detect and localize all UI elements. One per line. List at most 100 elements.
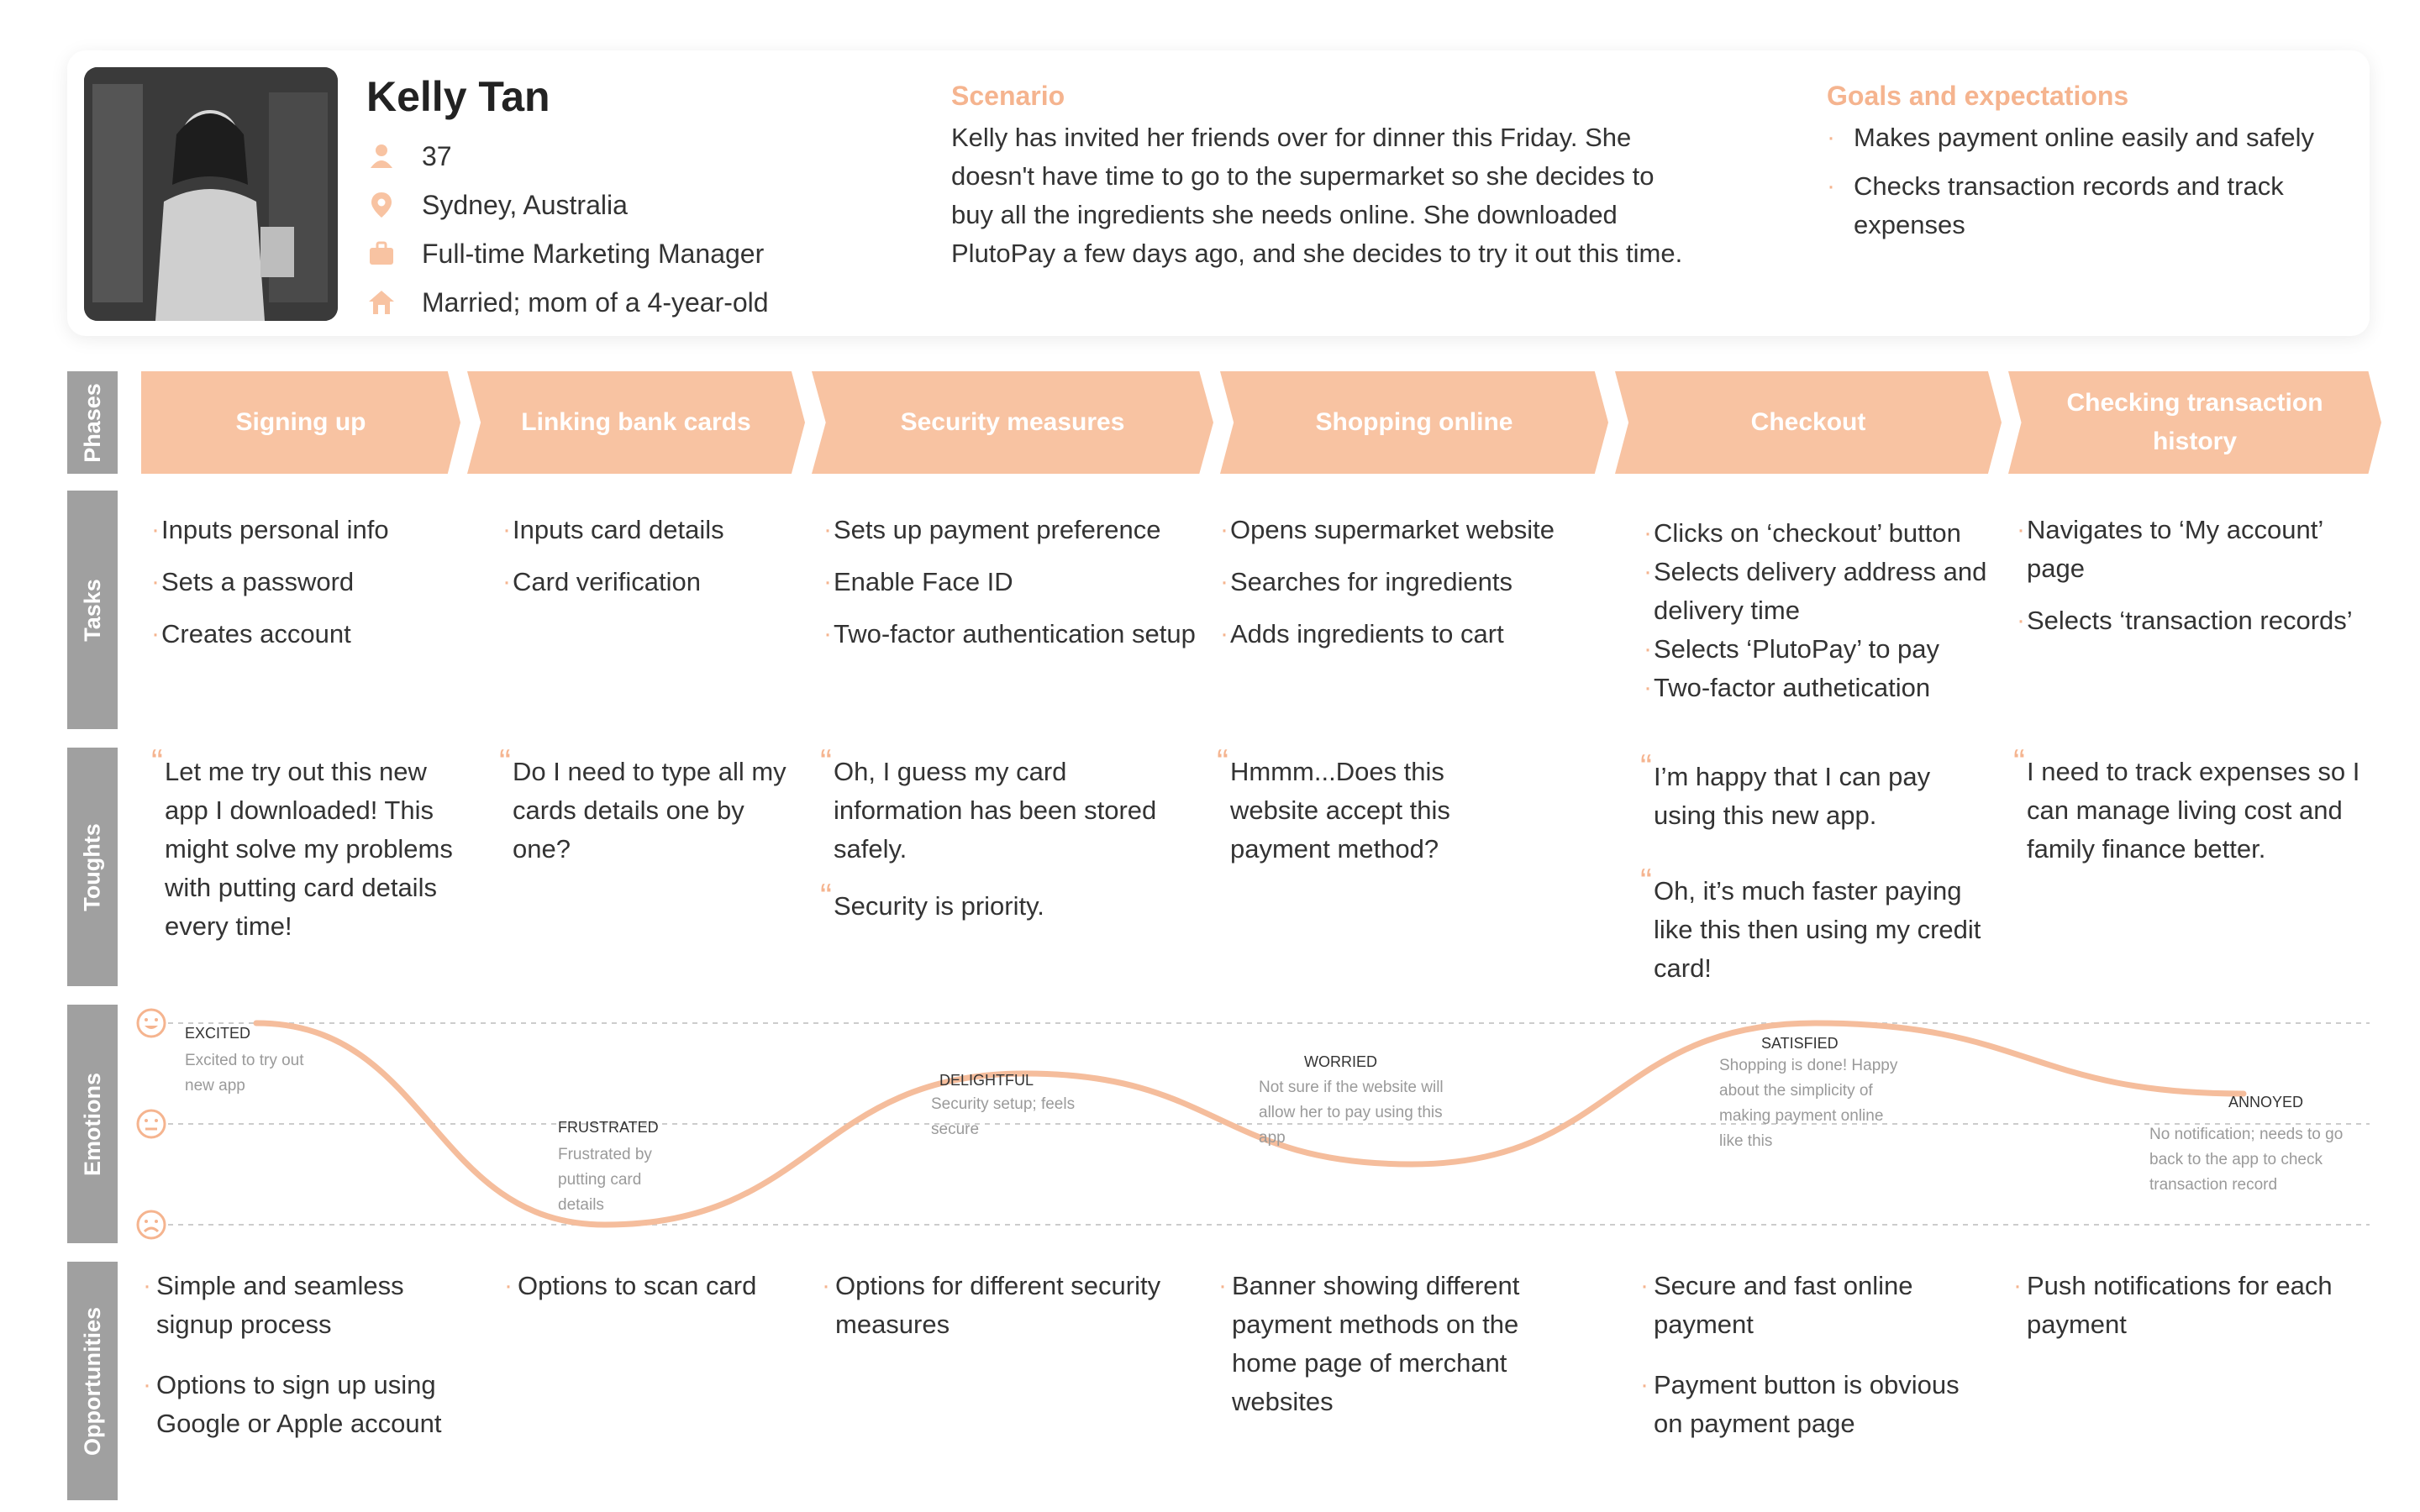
- tasks-checkout: Clicks on ‘checkout’ button Selects deli…: [1644, 514, 1996, 707]
- emotion-label: EXCITED: [185, 1025, 251, 1042]
- persona-family-row: Married; mom of a 4-year-old: [366, 284, 769, 321]
- phase-linking-bank-cards: Linking bank cards: [467, 371, 805, 474]
- persona-name: Kelly Tan: [366, 73, 550, 120]
- goals-list: Makes payment online easily and safely C…: [1827, 118, 2331, 244]
- row-label-opportunities: Opportunities: [67, 1262, 118, 1500]
- goal-item: Checks transaction records and track exp…: [1827, 167, 2331, 244]
- row-label-emotions: Emotions: [67, 1005, 118, 1243]
- opportunities-shopping-online: Banner showing different payment methods…: [1218, 1267, 1571, 1443]
- tasks-signing-up: Inputs personal info Sets a password Cre…: [151, 511, 454, 667]
- phase-checking-transaction-history: Checking transaction history: [2008, 371, 2381, 474]
- opportunity-item: Options to sign up using Google or Apple…: [143, 1366, 479, 1443]
- thought-quote: Let me try out this new app I downloaded…: [151, 743, 474, 946]
- task-item: Clicks on ‘checkout’ button: [1644, 514, 1996, 553]
- opportunity-item: Payment button is obvious on payment pag…: [1640, 1366, 1985, 1443]
- thought-quote: Oh, I guess my card information has been…: [820, 743, 1160, 869]
- emotion-description: Security setup; feels secure: [931, 1095, 1076, 1138]
- task-item: Card verification: [502, 563, 805, 601]
- emotion-curve: [253, 1020, 2247, 1228]
- task-item: Enable Face ID: [823, 563, 1210, 601]
- persona-location-row: Sydney, Australia: [366, 186, 628, 223]
- tasks-linking-bank-cards: Inputs card details Card verification: [502, 511, 805, 615]
- opportunity-item: Options to scan card: [504, 1267, 807, 1305]
- location-pin-icon: [371, 192, 392, 218]
- persona-photo: [84, 67, 338, 321]
- scenario-section: Scenario Kelly has invited her friends o…: [951, 81, 1691, 273]
- task-item: Sets a password: [151, 563, 454, 601]
- opportunity-item: Simple and seamless signup process: [143, 1267, 479, 1344]
- persona-family: Married; mom of a 4-year-old: [422, 286, 769, 318]
- task-item: Inputs card details: [502, 511, 805, 549]
- goals-section: Goals and expectations Makes payment onl…: [1827, 81, 2331, 255]
- row-label-thoughts: Toughts: [67, 748, 118, 986]
- opportunities-checkout: Secure and fast online payment Payment b…: [1640, 1267, 1985, 1465]
- opportunity-item: Push notifications for each payment: [2013, 1267, 2366, 1344]
- neutral-face-icon: [136, 1109, 166, 1139]
- emotion-label: SATISFIED: [1761, 1035, 1839, 1052]
- goals-heading: Goals and expectations: [1827, 81, 2129, 111]
- phase-checkout: Checkout: [1615, 371, 2002, 474]
- thought-quote: Hmmm...Does this website accept this pay…: [1217, 743, 1523, 869]
- thoughts-security-measures: Oh, I guess my card information has been…: [820, 743, 1160, 944]
- emotion-label: ANNOYED: [2228, 1094, 2304, 1110]
- sad-face-icon: [136, 1210, 166, 1240]
- task-item: Selects ‘PlutoPay’ to pay: [1644, 630, 1996, 669]
- opportunity-item: Banner showing different payment methods…: [1218, 1267, 1571, 1421]
- thought-quote: Do I need to type all my cards details o…: [499, 743, 805, 869]
- task-item: Inputs personal info: [151, 511, 454, 549]
- user-icon: [371, 144, 392, 168]
- persona-job: Full-time Marketing Manager: [422, 238, 765, 269]
- phase-security-measures: Security measures: [812, 371, 1213, 474]
- emotion-label: DELIGHTFUL: [939, 1072, 1034, 1089]
- task-item: Adds ingredients to cart: [1220, 615, 1607, 654]
- task-item: Opens supermarket website: [1220, 511, 1607, 549]
- emotion-description: Not sure if the website will allow her t…: [1259, 1079, 1444, 1147]
- thought-quote: I’m happy that I can pay using this new …: [1640, 748, 1996, 835]
- briefcase-icon: [370, 241, 393, 265]
- row-label-tasks: Tasks: [67, 491, 118, 729]
- emotion-description: No notification; needs to go back to the…: [2149, 1126, 2344, 1194]
- emotion-label: WORRIED: [1304, 1053, 1377, 1070]
- thoughts-shopping-online: Hmmm...Does this website accept this pay…: [1217, 743, 1523, 887]
- home-icon: [369, 291, 394, 314]
- task-item: Navigates to ‘My account’ page: [2017, 511, 2370, 588]
- emotion-curve-chart: [168, 1020, 2370, 1228]
- task-item: Creates account: [151, 615, 454, 654]
- persona-age: 37: [422, 140, 452, 171]
- emotion-scale: [136, 1008, 166, 1240]
- phase-signing-up: Signing up: [141, 371, 460, 474]
- thoughts-checkout: I’m happy that I can pay using this new …: [1640, 748, 1996, 1006]
- opportunities-linking-bank-cards: Options to scan card: [504, 1267, 807, 1327]
- thought-quote: I need to track expenses so I can manage…: [2013, 743, 2370, 869]
- emotion-description: Frustrated by putting card details: [558, 1146, 652, 1214]
- opportunity-item: Options for different security measures: [822, 1267, 1192, 1344]
- scenario-heading: Scenario: [951, 81, 1065, 111]
- goal-item: Makes payment online easily and safely: [1827, 118, 2331, 157]
- task-item: Two-factor authetication: [1644, 669, 1996, 707]
- task-item: Two-factor authentication setup: [823, 615, 1210, 654]
- tasks-checking-transaction-history: Navigates to ‘My account’ page Selects ‘…: [2017, 511, 2370, 654]
- task-item: Selects ‘transaction records’: [2017, 601, 2370, 640]
- opportunities-checking-transaction-history: Push notifications for each payment: [2013, 1267, 2366, 1366]
- thought-quote: Oh, it’s much faster paying like this th…: [1640, 862, 1996, 988]
- emotion-description: Shopping is done! Happy about the simpli…: [1719, 1057, 1898, 1150]
- tasks-shopping-online: Opens supermarket website Searches for i…: [1220, 511, 1607, 667]
- thoughts-linking-bank-cards: Do I need to type all my cards details o…: [499, 743, 805, 887]
- thoughts-checking-transaction-history: I need to track expenses so I can manage…: [2013, 743, 2370, 887]
- persona-location: Sydney, Australia: [422, 189, 628, 220]
- emotion-description: Excited to try out new app: [185, 1052, 304, 1095]
- opportunities-security-measures: Options for different security measures: [822, 1267, 1192, 1366]
- thoughts-signing-up: Let me try out this new app I downloaded…: [151, 743, 474, 964]
- task-item: Searches for ingredients: [1220, 563, 1607, 601]
- row-label-phases: Phases: [67, 371, 118, 474]
- opportunity-item: Secure and fast online payment: [1640, 1267, 1985, 1344]
- scenario-text: Kelly has invited her friends over for d…: [951, 123, 1683, 268]
- tasks-security-measures: Sets up payment preference Enable Face I…: [823, 511, 1210, 667]
- opportunities-signing-up: Simple and seamless signup process Optio…: [143, 1267, 479, 1465]
- persona-age-row: 37: [366, 138, 452, 175]
- persona-job-row: Full-time Marketing Manager: [366, 235, 764, 272]
- thought-quote: Security is priority.: [820, 877, 1160, 926]
- phase-shopping-online: Shopping online: [1220, 371, 1608, 474]
- task-item: Sets up payment preference: [823, 511, 1210, 549]
- happy-face-icon: [136, 1008, 166, 1038]
